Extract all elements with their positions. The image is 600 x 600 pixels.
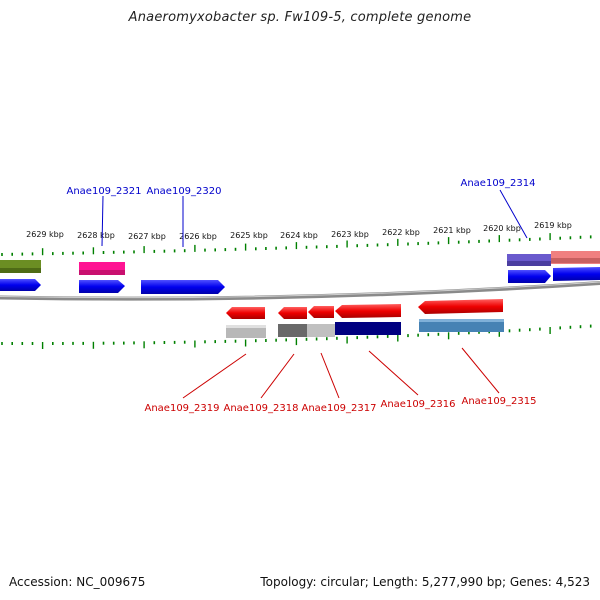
feature-bar-silver[interactable] (307, 324, 335, 337)
tick-label-2621: 2621 kbp (433, 226, 471, 235)
tick-label-2625: 2625 kbp (230, 231, 268, 240)
leader-anae109-2318 (260, 353, 295, 399)
gene-label-anae109-2319[interactable]: Anae109_2319 (145, 403, 220, 414)
leader-anae109-2315 (461, 347, 500, 394)
tick-label-2626: 2626 kbp (179, 232, 217, 241)
leader-anae109-2316 (368, 350, 419, 396)
gene-label-anae109-2316[interactable]: Anae109_2316 (381, 399, 456, 410)
feature-bar-dimgray[interactable] (278, 324, 307, 337)
feature-bar-slateblue-shade (507, 261, 551, 266)
tick-label-2628: 2628 kbp (77, 231, 115, 240)
feature-bar-steelblue-highlight (419, 319, 504, 322)
gene-label-anae109-2315[interactable]: Anae109_2315 (462, 396, 537, 407)
genome-title: Anaeromyxobacter sp. Fw109-5, complete g… (128, 10, 472, 25)
gene-arrow-anae109-2314[interactable] (508, 270, 551, 283)
gene-arrow-anae109-2321[interactable] (79, 280, 125, 293)
feature-bar-steelblue[interactable] (419, 319, 504, 332)
tick-label-2627: 2627 kbp (128, 232, 166, 241)
genome-backbone (0, 281, 600, 301)
tick-label-2624: 2624 kbp (280, 231, 318, 240)
gene-arrow-anae109-2317[interactable] (308, 306, 334, 318)
gene-label-anae109-2320[interactable]: Anae109_2320 (147, 186, 222, 197)
tick-label-2619: 2619 kbp (534, 221, 572, 230)
feature-bar-lightgray[interactable] (226, 325, 266, 338)
genome-info-text: Topology: circular; Length: 5,277,990 bp… (260, 575, 590, 589)
gene-label-anae109-2318[interactable]: Anae109_2318 (224, 403, 299, 414)
feature-bar-lightgray-shade (226, 325, 266, 328)
gene-label-anae109-2321[interactable]: Anae109_2321 (67, 186, 142, 197)
lower-tick-marks (1, 324, 592, 349)
accession-text: Accession: NC_009675 (9, 575, 146, 589)
gene-arrow-forward[interactable] (0, 279, 41, 291)
feature-bar-pink-shade (79, 270, 125, 275)
upper-tick-marks (1, 233, 592, 256)
gene-arrow-forward-right[interactable] (553, 267, 600, 281)
feature-bar-salmon-shade (551, 258, 600, 263)
tick-label-2620: 2620 kbp (483, 224, 521, 233)
gene-arrow-anae109-2315[interactable] (418, 299, 503, 314)
gene-arrow-anae109-2316[interactable] (335, 304, 401, 318)
tick-label-2623: 2623 kbp (331, 230, 369, 239)
gene-arrow-anae109-2320[interactable] (141, 280, 225, 294)
tick-label-2622: 2622 kbp (382, 228, 420, 237)
gene-arrow-anae109-2319[interactable] (226, 307, 265, 319)
feature-bar-navy[interactable] (335, 322, 401, 335)
leader-anae109-2321 (101, 195, 104, 247)
gene-label-anae109-2314[interactable]: Anae109_2314 (461, 178, 536, 189)
feature-bar-olive-shade (0, 268, 41, 273)
leader-anae109-2317 (320, 352, 340, 399)
genome-backbone-highlight (0, 281, 600, 299)
tick-label-2629: 2629 kbp (26, 230, 64, 239)
gene-arrow-anae109-2318[interactable] (278, 307, 307, 319)
gene-label-anae109-2317[interactable]: Anae109_2317 (302, 403, 377, 414)
leader-anae109-2319 (182, 353, 247, 399)
leader-anae109-2314 (499, 189, 528, 239)
